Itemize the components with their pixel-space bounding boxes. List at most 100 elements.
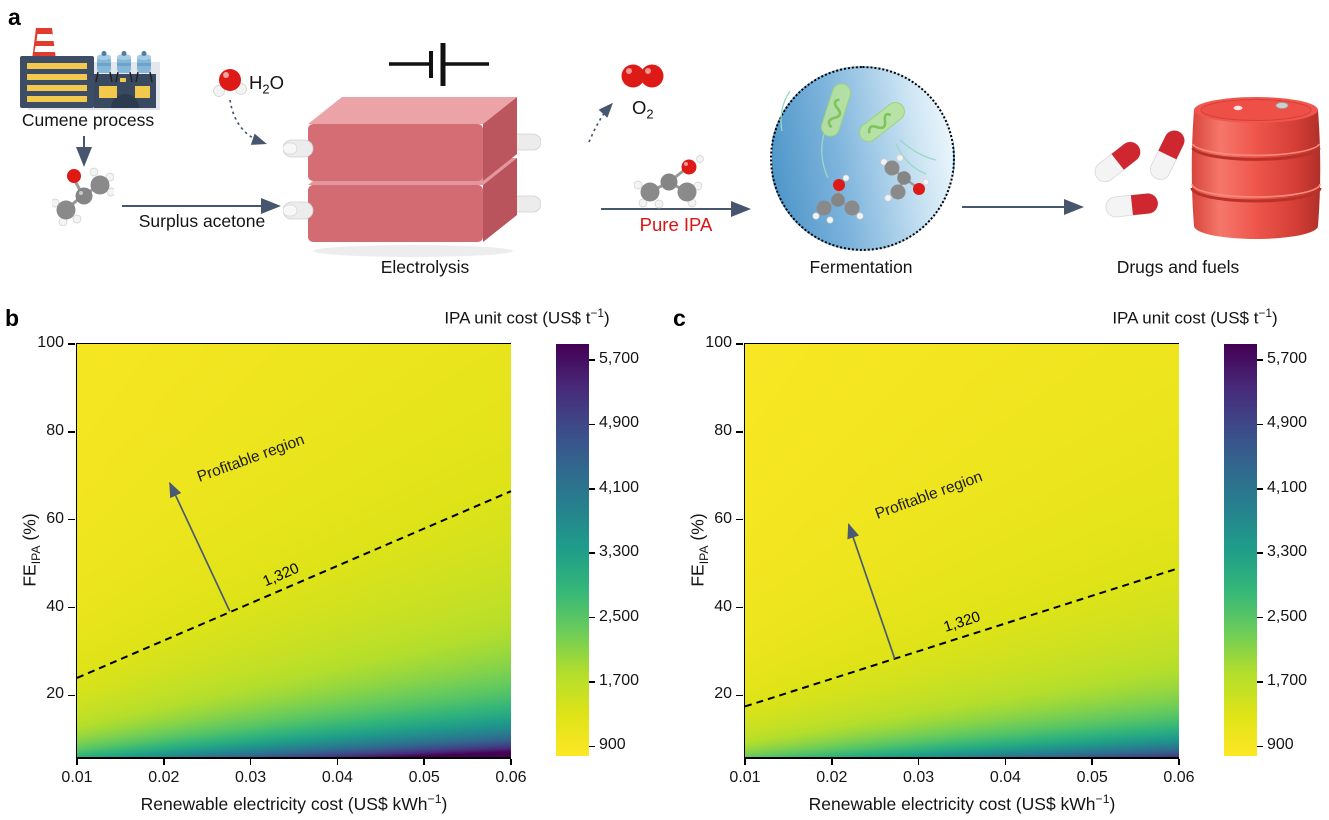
colorbar-tick-label: 900 <box>1267 736 1294 754</box>
x-axis-label: Renewable electricity cost (US$ kWh−1) <box>762 792 1162 815</box>
x-tick-mark <box>510 758 512 765</box>
surplus-acetone-label: Surplus acetone <box>138 211 266 231</box>
barrel-icon <box>1190 97 1322 239</box>
colorbar-tick-label: 2,500 <box>1267 607 1308 625</box>
panel-a-arrows <box>76 43 1084 217</box>
colorbar-canvas <box>556 344 589 756</box>
arrow-water-dashed <box>229 99 267 145</box>
pill-icon <box>1149 130 1185 180</box>
contour-line <box>744 567 1180 708</box>
x-tick-label: 0.06 <box>1163 769 1195 786</box>
y-tick-mark <box>736 606 743 609</box>
colorbar-tick-mark <box>1257 423 1263 426</box>
x-label-close: ) <box>1109 793 1116 814</box>
factory-icon <box>20 28 160 110</box>
electrolysis-caption: Electrolysis <box>380 257 470 277</box>
colorbar-title-close: ) <box>604 308 610 328</box>
colorbar-title-close: ) <box>1272 308 1278 328</box>
colorbar-tick-label: 1,700 <box>599 671 640 689</box>
colorbar-tick-label: 3,300 <box>599 543 640 561</box>
colorbar-tick-label: 4,100 <box>599 478 640 496</box>
colorbar-tick-mark <box>589 423 595 426</box>
x-tick-label: 0.03 <box>903 769 935 786</box>
flagellum <box>899 139 937 161</box>
pills-icon <box>1094 130 1185 218</box>
colorbar-tick-label: 3,300 <box>1267 543 1308 561</box>
pill-icon <box>1105 193 1159 218</box>
y-tick-label: 40 <box>714 597 732 615</box>
y-label-fe: FE <box>19 564 40 587</box>
battery-symbol-icon <box>389 43 489 86</box>
colorbar-tick-mark <box>589 552 595 554</box>
x-tick-mark <box>917 758 920 765</box>
x-tick-label: 0.02 <box>148 769 180 786</box>
factory-tanks <box>95 51 153 83</box>
x-tick-label: 0.06 <box>495 769 527 786</box>
profitable-region-arrow <box>847 523 896 659</box>
colorbar-tick-mark <box>589 745 595 748</box>
x-label-text: Renewable electricity cost (US$ kWh <box>808 793 1096 814</box>
heatmap-plot-area: 1,320 Profitable region <box>743 343 1180 759</box>
colorbar-tick-label: 4,900 <box>1267 414 1308 432</box>
colorbar-title-text: IPA unit cost (US$ t <box>1112 308 1259 328</box>
axis-spine-left <box>743 343 745 759</box>
water-o: O <box>269 72 284 93</box>
plot-overlay <box>76 481 512 679</box>
y-tick-label: 20 <box>714 685 732 703</box>
colorbar-tick-mark <box>589 488 595 490</box>
heatmap-plot-area: 1,320 Profitable region <box>75 343 512 759</box>
y-tick-label: 100 <box>37 334 64 351</box>
x-tick-label: 0.03 <box>235 769 267 786</box>
panel-c: c IPA unit cost (US$ t−1) FEIPA (%) 1,32… <box>668 300 1329 820</box>
panel-a: a <box>0 0 1329 300</box>
x-tick-label: 0.04 <box>321 769 353 786</box>
x-tick-mark <box>744 758 746 765</box>
panel-b-label: b <box>5 305 20 331</box>
y-tick-mark <box>68 694 75 697</box>
flagellum <box>821 133 829 179</box>
colorbar-title-text: IPA unit cost (US$ t <box>444 308 591 328</box>
pill-icon <box>1094 141 1141 183</box>
y-tick-mark <box>736 694 743 697</box>
plot-overlay <box>744 523 1180 708</box>
electrolyzer-icon <box>283 97 541 257</box>
x-tick-mark <box>163 758 165 765</box>
axis-spine-bottom <box>75 757 511 759</box>
colorbar-tick-mark <box>589 616 595 619</box>
x-tick-mark <box>249 758 252 765</box>
colorbar-title-sup: −1 <box>590 306 605 320</box>
y-tick-label: 60 <box>714 509 732 527</box>
x-tick-label: 0.05 <box>408 769 440 786</box>
y-label-sub: IPA <box>696 545 711 565</box>
colorbar-tick-mark <box>1257 616 1263 619</box>
oxygen-formula-label: O2 <box>632 97 654 122</box>
x-tick-mark <box>1091 758 1093 765</box>
axis-spine-bottom <box>743 757 1179 759</box>
x-tick-mark <box>1004 758 1007 765</box>
water-sub: 2 <box>262 81 270 97</box>
colorbar-tick-label: 2,500 <box>599 607 640 625</box>
colorbar-tick-mark <box>1257 488 1263 490</box>
y-tick-mark <box>736 343 743 345</box>
fermentation-vessel-icon <box>770 66 955 251</box>
x-axis-label: Renewable electricity cost (US$ kWh−1) <box>94 792 494 815</box>
cumene-process-caption: Cumene process <box>21 110 155 130</box>
oxygen-molecule-icon <box>621 64 664 88</box>
bacteria-icon <box>859 102 905 142</box>
axis-spine-top <box>75 343 511 345</box>
colorbar-tick-mark <box>1257 745 1263 748</box>
y-tick-label: 60 <box>46 509 64 527</box>
colorbar-tick-mark <box>1257 359 1263 361</box>
colorbar-tick-mark <box>1257 552 1263 554</box>
y-label-fe: FE <box>687 564 708 587</box>
x-tick-label: 0.01 <box>61 769 93 786</box>
x-label-close: ) <box>441 793 448 814</box>
x-tick-mark <box>831 758 833 765</box>
panel-c-label: c <box>673 305 686 331</box>
oxygen-sub: 2 <box>646 106 654 122</box>
colorbar-canvas <box>1224 344 1257 756</box>
colorbar-title-sup: −1 <box>1258 306 1273 320</box>
y-tick-label: 80 <box>46 421 64 439</box>
fermentation-caption: Fermentation <box>809 257 913 277</box>
